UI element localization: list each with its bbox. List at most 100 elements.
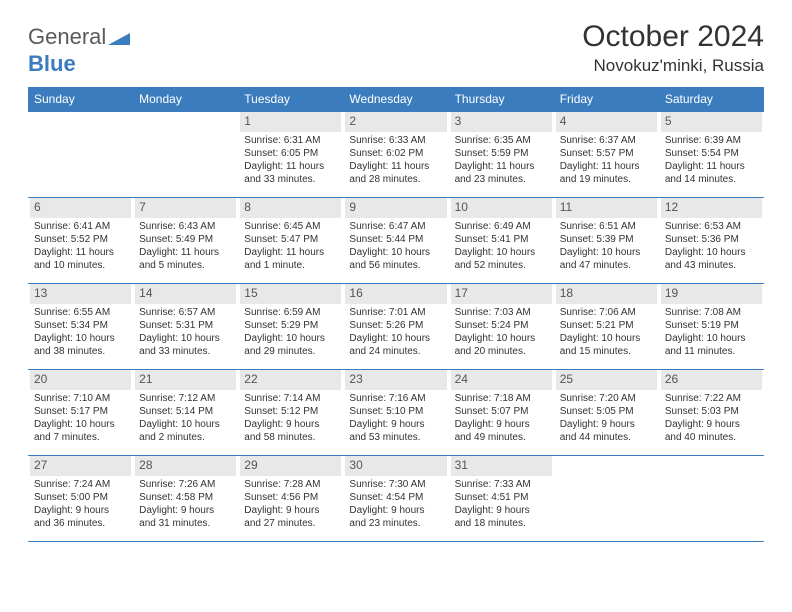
calendar-cell-empty [133,112,238,198]
day-content: Sunrise: 7:24 AMSunset: 5:00 PMDaylight:… [30,478,131,530]
day-line: and 14 minutes. [665,173,758,186]
day-line: and 33 minutes. [139,345,232,358]
calendar-page: GeneralBlue October 2024 Novokuz'minki, … [0,0,792,562]
day-line: Sunrise: 6:49 AM [455,220,548,233]
day-line: Daylight: 9 hours [244,418,337,431]
day-line: Daylight: 9 hours [455,504,548,517]
day-line: Daylight: 11 hours [349,160,442,173]
day-content: Sunrise: 6:45 AMSunset: 5:47 PMDaylight:… [240,220,341,272]
day-header: Saturday [659,87,764,112]
day-line: Daylight: 9 hours [244,504,337,517]
day-line: Daylight: 9 hours [560,418,653,431]
day-content: Sunrise: 6:37 AMSunset: 5:57 PMDaylight:… [556,134,657,186]
day-content: Sunrise: 6:51 AMSunset: 5:39 PMDaylight:… [556,220,657,272]
calendar-cell: 21Sunrise: 7:12 AMSunset: 5:14 PMDayligh… [133,370,238,456]
day-line: Sunrise: 7:14 AM [244,392,337,405]
day-line: and 43 minutes. [665,259,758,272]
day-line: Daylight: 9 hours [139,504,232,517]
calendar-cell: 24Sunrise: 7:18 AMSunset: 5:07 PMDayligh… [449,370,554,456]
day-line: and 19 minutes. [560,173,653,186]
day-line: Sunset: 5:34 PM [34,319,127,332]
day-line: Sunset: 5:47 PM [244,233,337,246]
day-number: 24 [451,370,552,390]
day-number: 2 [345,112,446,132]
day-line: Sunset: 5:26 PM [349,319,442,332]
day-line: Sunrise: 7:30 AM [349,478,442,491]
day-line: Sunrise: 7:18 AM [455,392,548,405]
day-line: Sunrise: 6:45 AM [244,220,337,233]
day-line: Daylight: 9 hours [34,504,127,517]
day-line: Sunrise: 7:06 AM [560,306,653,319]
day-content: Sunrise: 7:28 AMSunset: 4:56 PMDaylight:… [240,478,341,530]
day-line: Sunset: 5:05 PM [560,405,653,418]
day-number: 11 [556,198,657,218]
day-line: Sunrise: 6:35 AM [455,134,548,147]
day-line: Daylight: 10 hours [455,332,548,345]
day-line: and 44 minutes. [560,431,653,444]
day-line: Sunset: 5:39 PM [560,233,653,246]
day-line: Sunset: 6:05 PM [244,147,337,160]
day-line: Daylight: 11 hours [455,160,548,173]
day-content: Sunrise: 7:33 AMSunset: 4:51 PMDaylight:… [451,478,552,530]
calendar-cell: 11Sunrise: 6:51 AMSunset: 5:39 PMDayligh… [554,198,659,284]
day-line: Sunset: 5:59 PM [455,147,548,160]
day-content: Sunrise: 7:03 AMSunset: 5:24 PMDaylight:… [451,306,552,358]
day-line: Daylight: 11 hours [139,246,232,259]
logo: GeneralBlue [28,24,130,77]
calendar-cell: 20Sunrise: 7:10 AMSunset: 5:17 PMDayligh… [28,370,133,456]
month-title: October 2024 [582,20,764,54]
day-line: Sunset: 5:10 PM [349,405,442,418]
calendar-table: SundayMondayTuesdayWednesdayThursdayFrid… [28,87,764,542]
day-line: and 18 minutes. [455,517,548,530]
calendar-cell: 7Sunrise: 6:43 AMSunset: 5:49 PMDaylight… [133,198,238,284]
day-line: Sunset: 4:54 PM [349,491,442,504]
calendar-cell: 22Sunrise: 7:14 AMSunset: 5:12 PMDayligh… [238,370,343,456]
day-line: Sunset: 5:17 PM [34,405,127,418]
day-content: Sunrise: 7:14 AMSunset: 5:12 PMDaylight:… [240,392,341,444]
day-line: Sunrise: 6:41 AM [34,220,127,233]
day-content: Sunrise: 7:30 AMSunset: 4:54 PMDaylight:… [345,478,446,530]
day-line: Sunset: 5:21 PM [560,319,653,332]
day-line: Sunset: 5:19 PM [665,319,758,332]
calendar-cell: 4Sunrise: 6:37 AMSunset: 5:57 PMDaylight… [554,112,659,198]
calendar-cell: 5Sunrise: 6:39 AMSunset: 5:54 PMDaylight… [659,112,764,198]
day-content: Sunrise: 7:12 AMSunset: 5:14 PMDaylight:… [135,392,236,444]
day-line: Sunrise: 7:28 AM [244,478,337,491]
day-content: Sunrise: 7:26 AMSunset: 4:58 PMDaylight:… [135,478,236,530]
day-number: 17 [451,284,552,304]
day-number: 28 [135,456,236,476]
day-line: Daylight: 9 hours [455,418,548,431]
calendar-cell: 19Sunrise: 7:08 AMSunset: 5:19 PMDayligh… [659,284,764,370]
day-line: Sunrise: 6:53 AM [665,220,758,233]
day-line: Daylight: 11 hours [244,246,337,259]
day-line: and 1 minute. [244,259,337,272]
day-number: 23 [345,370,446,390]
day-line: Sunset: 5:24 PM [455,319,548,332]
day-content: Sunrise: 6:35 AMSunset: 5:59 PMDaylight:… [451,134,552,186]
day-line: Daylight: 10 hours [34,418,127,431]
day-line: and 23 minutes. [349,517,442,530]
day-line: and 31 minutes. [139,517,232,530]
day-line: Daylight: 9 hours [665,418,758,431]
calendar-cell: 9Sunrise: 6:47 AMSunset: 5:44 PMDaylight… [343,198,448,284]
day-number: 31 [451,456,552,476]
day-number: 3 [451,112,552,132]
day-line: and 49 minutes. [455,431,548,444]
day-line: Sunrise: 7:08 AM [665,306,758,319]
day-line: Sunrise: 7:20 AM [560,392,653,405]
day-content: Sunrise: 6:39 AMSunset: 5:54 PMDaylight:… [661,134,762,186]
day-header: Friday [554,87,659,112]
day-line: and 5 minutes. [139,259,232,272]
day-number: 22 [240,370,341,390]
day-line: and 11 minutes. [665,345,758,358]
day-line: Daylight: 10 hours [349,246,442,259]
day-content: Sunrise: 6:57 AMSunset: 5:31 PMDaylight:… [135,306,236,358]
day-line: Sunset: 5:41 PM [455,233,548,246]
day-content: Sunrise: 6:55 AMSunset: 5:34 PMDaylight:… [30,306,131,358]
day-line: Sunrise: 7:12 AM [139,392,232,405]
day-line: and 28 minutes. [349,173,442,186]
calendar-cell: 14Sunrise: 6:57 AMSunset: 5:31 PMDayligh… [133,284,238,370]
day-content: Sunrise: 7:18 AMSunset: 5:07 PMDaylight:… [451,392,552,444]
calendar-row: 27Sunrise: 7:24 AMSunset: 5:00 PMDayligh… [28,456,764,542]
day-line: and 24 minutes. [349,345,442,358]
